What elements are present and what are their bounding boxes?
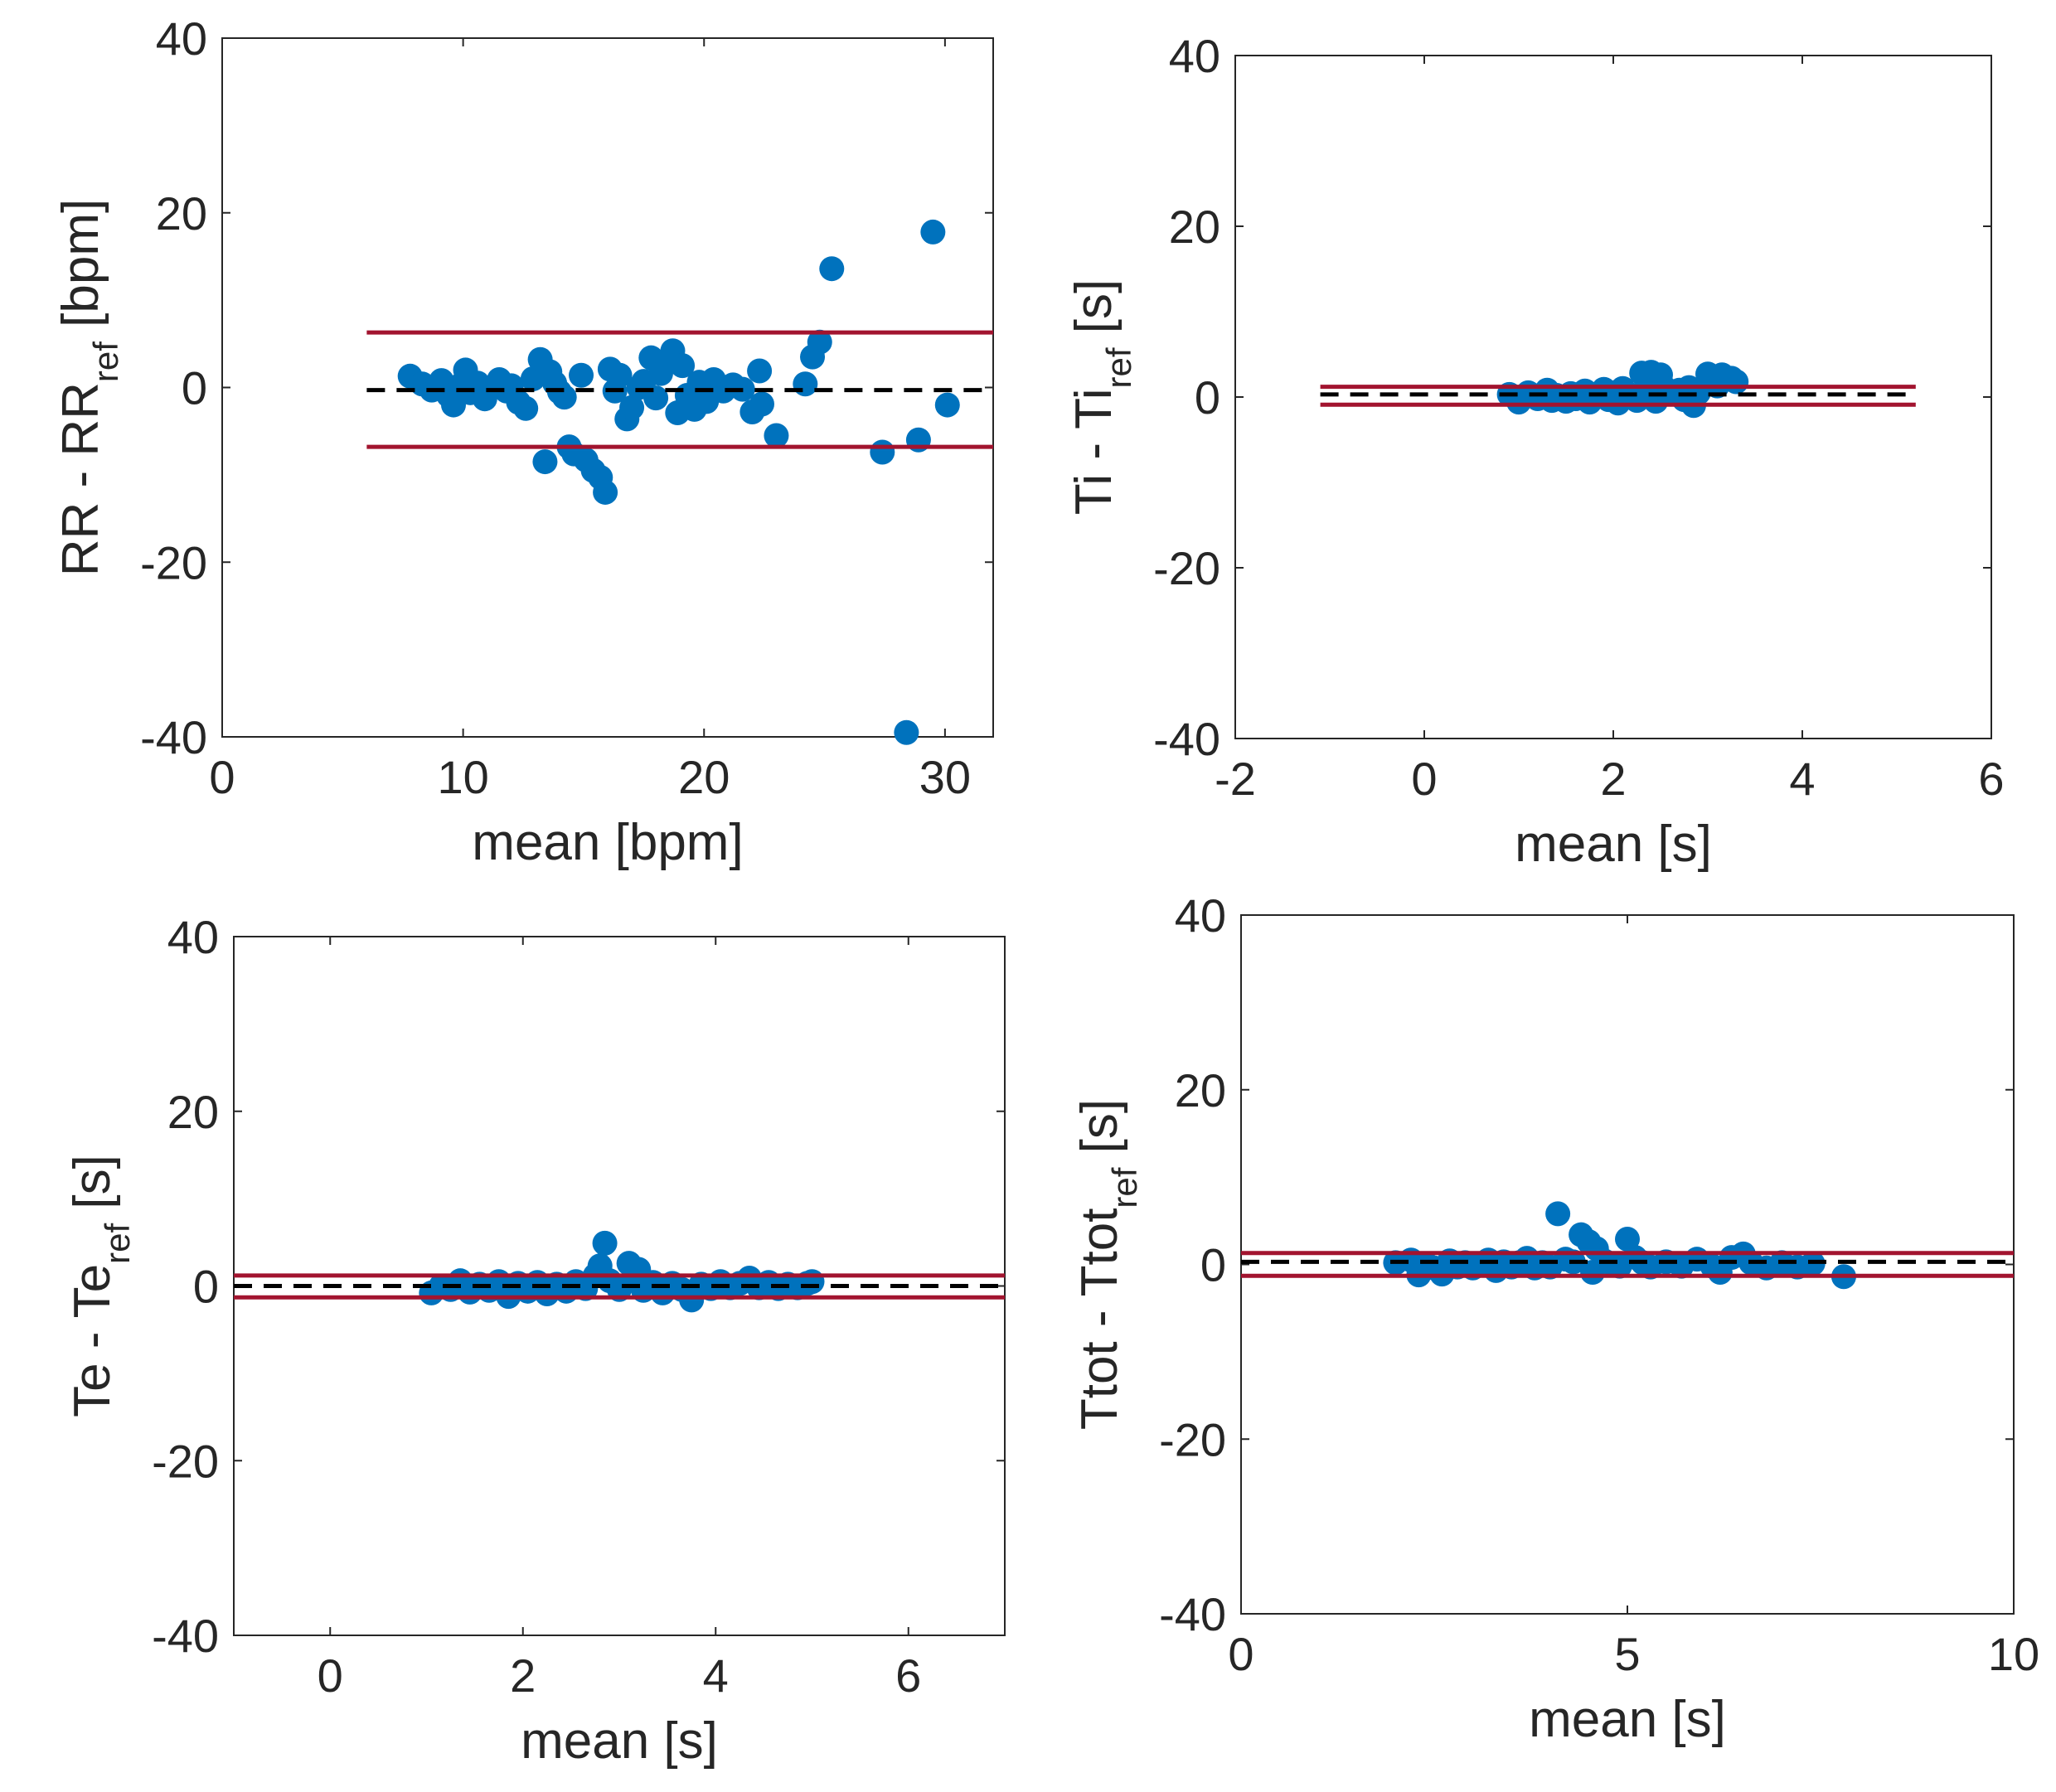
chart-bottom-right: 0 5 10 -40 -20 0 20 40 mean [s] Ttot - Ttotref [s… xyxy=(1071,889,2039,1748)
x-axis-label: mean [s] xyxy=(1515,816,1712,873)
x-tick-label: 10 xyxy=(437,751,488,803)
y-label-main: Ti - Ti xyxy=(1065,389,1123,516)
y-tick-label: -40 xyxy=(152,1610,219,1662)
y-label-subscript: ref xyxy=(1099,347,1138,388)
y-label-main: Te - Te xyxy=(64,1264,121,1417)
x-axis-label: mean [bpm] xyxy=(472,814,743,871)
data-point xyxy=(607,362,633,388)
y-label-subscript: ref xyxy=(86,341,125,382)
y-label-subscript: ref xyxy=(1105,1167,1144,1208)
y-label-unit: [bpm] xyxy=(52,199,109,341)
data-point xyxy=(1724,369,1749,395)
y-label-unit: [s] xyxy=(1065,279,1123,348)
data-point xyxy=(670,353,696,379)
data-point xyxy=(593,479,618,505)
x-tick-label: 6 xyxy=(1978,753,2004,805)
chart-top-left: 0 10 20 30 -40 -20 0 20 40 mean [bpm] RR - RRref [… xyxy=(52,12,994,871)
x-tick-label: 5 xyxy=(1614,1628,1640,1680)
y-axis-label: Te - Teref [s] xyxy=(64,1155,137,1417)
data-point xyxy=(870,439,895,465)
y-tick-label: -20 xyxy=(1159,1413,1226,1465)
y-label-unit: [s] xyxy=(1071,1099,1128,1168)
y-tick-label: 40 xyxy=(1169,30,1220,82)
y-tick-label: -20 xyxy=(140,536,207,588)
x-tick-label: 2 xyxy=(510,1649,536,1702)
data-point xyxy=(619,395,645,420)
x-tick-label: 4 xyxy=(1789,753,1815,805)
chart-bottom-left: 0 2 4 6 -40 -20 0 20 40 mean [s] Te - Teref [s] xyxy=(64,911,1006,1770)
data-point xyxy=(793,371,818,397)
x-tick-label: 0 xyxy=(318,1649,343,1702)
data-point xyxy=(747,358,773,384)
data-point xyxy=(819,256,845,282)
x-tick-label: 20 xyxy=(678,751,730,803)
y-tick-label: -20 xyxy=(1153,542,1220,594)
y-tick-label: 0 xyxy=(182,362,207,414)
x-tick-label: -2 xyxy=(1215,753,1256,805)
y-axis-label: Ttot - Ttotref [s] xyxy=(1071,1099,1144,1430)
x-tick-label: 10 xyxy=(1988,1628,2039,1680)
data-point xyxy=(513,395,539,421)
data-point xyxy=(592,1230,618,1256)
y-tick-label: 0 xyxy=(1195,371,1220,424)
data-point xyxy=(749,391,774,417)
y-tick-label: 20 xyxy=(156,187,207,240)
data-point xyxy=(934,392,960,418)
y-label-unit: [s] xyxy=(64,1155,121,1223)
y-tick-label: -40 xyxy=(1153,713,1220,765)
data-point xyxy=(807,329,832,355)
y-axis-label: Ti - Tiref [s] xyxy=(1065,279,1138,515)
y-tick-label: 40 xyxy=(1175,889,1226,942)
data-point xyxy=(569,362,594,388)
y-label-main: Ttot - Ttot xyxy=(1071,1208,1128,1431)
x-axis-label: mean [s] xyxy=(1529,1691,1726,1748)
y-tick-label: 20 xyxy=(167,1086,219,1138)
data-point xyxy=(532,449,558,475)
x-tick-label: 4 xyxy=(703,1649,729,1702)
data-point xyxy=(1545,1201,1571,1227)
y-tick-label: -40 xyxy=(140,711,207,763)
x-tick-label: 0 xyxy=(209,751,235,803)
y-tick-label: 40 xyxy=(156,12,207,65)
y-label-main: RR - RR xyxy=(52,382,109,576)
data-point xyxy=(894,719,919,745)
y-tick-label: -20 xyxy=(152,1435,219,1487)
x-tick-label: 0 xyxy=(1411,753,1437,805)
data-point xyxy=(764,423,789,448)
y-label-subscript: ref xyxy=(98,1223,137,1264)
y-tick-label: 20 xyxy=(1175,1064,1226,1116)
y-axis-label: RR - RRref [bpm] xyxy=(52,199,125,577)
y-tick-label: 0 xyxy=(193,1261,219,1313)
x-tick-label: 0 xyxy=(1228,1628,1253,1680)
y-tick-label: 40 xyxy=(167,911,219,963)
y-tick-label: 0 xyxy=(1200,1239,1226,1291)
data-point xyxy=(799,1269,825,1295)
x-tick-label: 30 xyxy=(919,751,971,803)
x-tick-label: 2 xyxy=(1600,753,1626,805)
y-tick-label: 20 xyxy=(1169,201,1220,253)
x-axis-label: mean [s] xyxy=(521,1712,718,1770)
x-tick-label: 6 xyxy=(895,1649,921,1702)
data-point xyxy=(920,219,946,245)
y-tick-label: -40 xyxy=(1159,1588,1226,1640)
